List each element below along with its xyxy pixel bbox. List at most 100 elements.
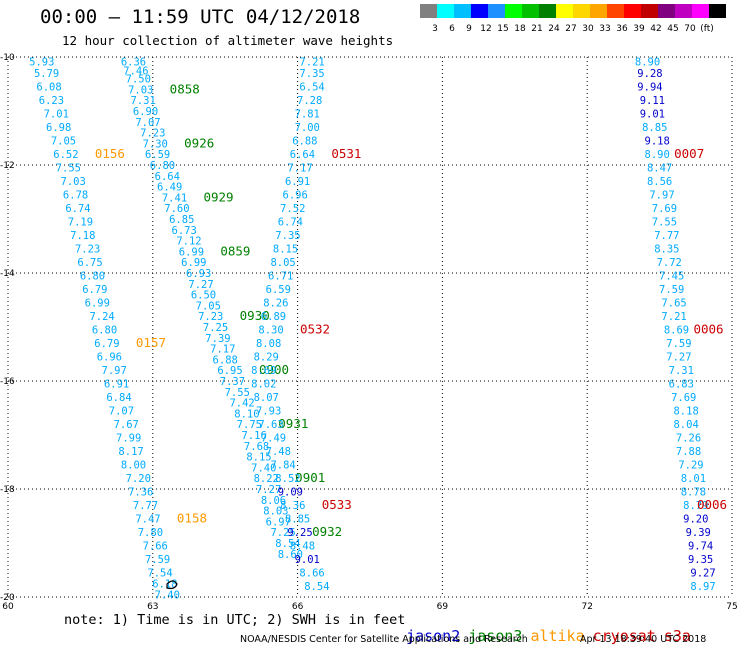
- swh-value: 7.63: [258, 419, 283, 431]
- swh-value: 7.25: [270, 527, 295, 539]
- swh-value: 7.01: [44, 109, 69, 121]
- swh-value: 6.80: [150, 160, 175, 172]
- swh-value: 6.08: [36, 82, 61, 94]
- swh-value: 7.05: [51, 136, 76, 148]
- pass-time-label: 0929: [203, 189, 233, 204]
- swh-value: 8.26: [263, 298, 288, 310]
- swh-value: 6.73: [172, 225, 197, 237]
- swh-value: 8.69: [664, 325, 689, 337]
- pass-time-label: 0930: [240, 308, 270, 323]
- swh-value: 7.84: [270, 460, 295, 472]
- scale-label: 18: [514, 24, 526, 34]
- swh-value: 7.23: [75, 244, 100, 256]
- swh-value: 7.35: [299, 68, 324, 80]
- lat-label: -14: [0, 269, 15, 279]
- swh-value: 8.15: [273, 244, 298, 256]
- scale-swatch: [607, 4, 624, 18]
- swh-value: 6.95: [217, 365, 242, 377]
- legend-jason3: jason3: [468, 627, 523, 645]
- credit-line: NOAA/NESDIS Center for Satellite Applica…: [240, 634, 528, 645]
- swh-value: 8.06: [261, 495, 286, 507]
- lon-label: 63: [147, 602, 158, 612]
- scale-swatch: [624, 4, 641, 18]
- swh-value: 7.81: [295, 109, 320, 121]
- swh-value: 6.88: [292, 136, 317, 148]
- swh-value: 8.85: [642, 122, 667, 134]
- swh-value: 7.36: [128, 487, 153, 499]
- swh-value: 8.69: [251, 365, 276, 377]
- swh-value: 8.03: [263, 506, 288, 518]
- swh-value: 6.50: [191, 290, 216, 302]
- swh-value: 7.54: [147, 568, 172, 580]
- lat-label: -16: [0, 377, 15, 387]
- swh-value: 7.07: [135, 117, 160, 129]
- swh-value: 7.97: [102, 365, 127, 377]
- swh-value: 6.79: [94, 338, 119, 350]
- swh-value: 7.25: [203, 322, 228, 334]
- swh-value: 7.27: [256, 484, 281, 496]
- swh-value: 6.75: [77, 257, 102, 269]
- swh-value: 7.27: [188, 279, 213, 291]
- swh-value: 7.48: [266, 446, 291, 458]
- scale-swatch: [556, 4, 573, 18]
- swh-value: 7.21: [661, 311, 686, 323]
- scale-label: 70: [684, 24, 696, 34]
- swh-value: 6.93: [186, 268, 211, 280]
- track-cryosat: 7.217.356.547.287.817.006.886.647.176.91…: [251, 56, 361, 593]
- swh-value: 9.28: [637, 68, 662, 80]
- swh-value: 7.93: [256, 406, 281, 418]
- swh-value: 8.01: [681, 473, 706, 485]
- swh-value: 8.54: [275, 538, 300, 550]
- swh-value: 7.45: [659, 271, 684, 283]
- swh-value: 7.60: [164, 203, 189, 215]
- color-scale: 3 6 9 12 15 18 21 24 27 30 33 36 39 42 45 70 (ft): [420, 4, 726, 34]
- swh-value: 7.40: [251, 462, 276, 474]
- swh-value: 7.59: [659, 284, 684, 296]
- swh-value: 7.30: [143, 138, 168, 150]
- page-title: 00:00 — 11:59 UTC 04/12/2018: [40, 6, 361, 28]
- swh-value: 8.18: [673, 406, 698, 418]
- track-jason3: 6.367.467.507.037.316.907.077.237.306.59…: [121, 56, 342, 560]
- swh-value: 9.09: [278, 487, 303, 499]
- swh-value: 7.49: [261, 433, 286, 445]
- swh-value: 9.01: [640, 109, 665, 121]
- pass-time-label: 0926: [184, 135, 214, 150]
- pass-time-label: 0158: [177, 511, 207, 526]
- swh-value: 6.90: [133, 106, 158, 118]
- pass-time-label: 0931: [278, 416, 308, 431]
- scale-swatch: [709, 4, 726, 18]
- swh-value: 7.39: [205, 333, 230, 345]
- swh-value: 8.15: [246, 452, 271, 464]
- swh-value: 6.36: [121, 56, 146, 68]
- swh-value: 7.00: [295, 122, 320, 134]
- swh-value: 7.24: [89, 311, 114, 323]
- swh-value: 7.97: [649, 190, 674, 202]
- swh-value: 7.52: [280, 203, 305, 215]
- swh-value: 7.66: [143, 541, 168, 553]
- swh-value: 6.96: [97, 352, 122, 364]
- scale-swatch: [675, 4, 692, 18]
- swh-value: 7.50: [126, 74, 151, 86]
- swh-value: 7.31: [669, 365, 694, 377]
- swh-value: 9.25: [287, 527, 312, 539]
- swh-value: 8.79: [683, 500, 708, 512]
- swh-value: 8.04: [673, 419, 698, 431]
- swh-value: 7.59: [145, 554, 170, 566]
- pass-time-label: 0858: [170, 81, 200, 96]
- scale-swatch: [488, 4, 505, 18]
- swh-value: 5.79: [34, 68, 59, 80]
- swh-value: 6.91: [104, 379, 129, 391]
- swh-value: 7.19: [68, 217, 93, 229]
- swh-value: 7.42: [229, 398, 254, 410]
- island-outline: [166, 580, 178, 590]
- pass-time-label: 0932: [312, 524, 342, 539]
- swh-value: 6.52: [53, 149, 78, 161]
- swh-value: 7.28: [297, 95, 322, 107]
- legend-cryosat: cryosat: [592, 627, 656, 645]
- swh-value: 8.08: [256, 338, 281, 350]
- scale-label: 24: [548, 24, 560, 34]
- generation-timestamp: Apr 13 18:39:40 UTC 2018: [580, 634, 707, 645]
- scale-swatch: [471, 4, 488, 18]
- swh-value: 6.80: [80, 271, 105, 283]
